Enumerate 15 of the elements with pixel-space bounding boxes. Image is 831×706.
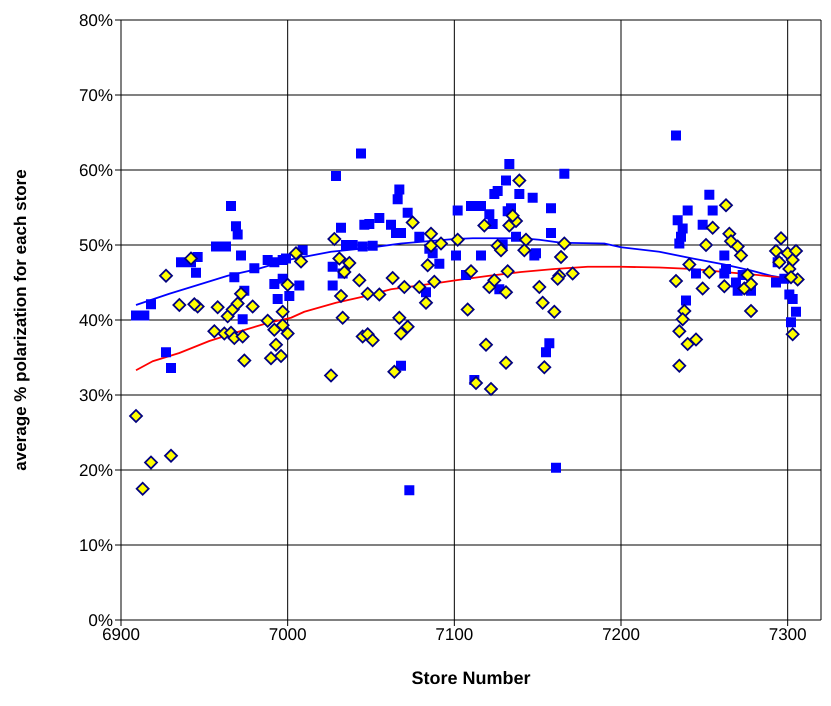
y-tick-label: 10% [78, 536, 113, 556]
x-tick-label: 6900 [102, 625, 140, 644]
x-tick-label: 7100 [435, 625, 474, 644]
x-tick-label: 7200 [602, 625, 640, 644]
y-tick-label: 50% [78, 236, 113, 256]
x-tick-label: 7300 [768, 625, 807, 644]
y-tick-label: 70% [78, 86, 113, 106]
y-tick-label: 80% [78, 11, 113, 30]
y-axis-title: average % polarization for each store [11, 169, 30, 471]
y-tick-label: 20% [78, 461, 113, 480]
x-tick-label: 7000 [268, 625, 307, 644]
y-tick-label: 30% [78, 386, 113, 406]
y-tick-label: 40% [78, 311, 113, 330]
y-tick-label: 60% [78, 161, 113, 180]
x-axis-title: Store Number [411, 668, 531, 688]
